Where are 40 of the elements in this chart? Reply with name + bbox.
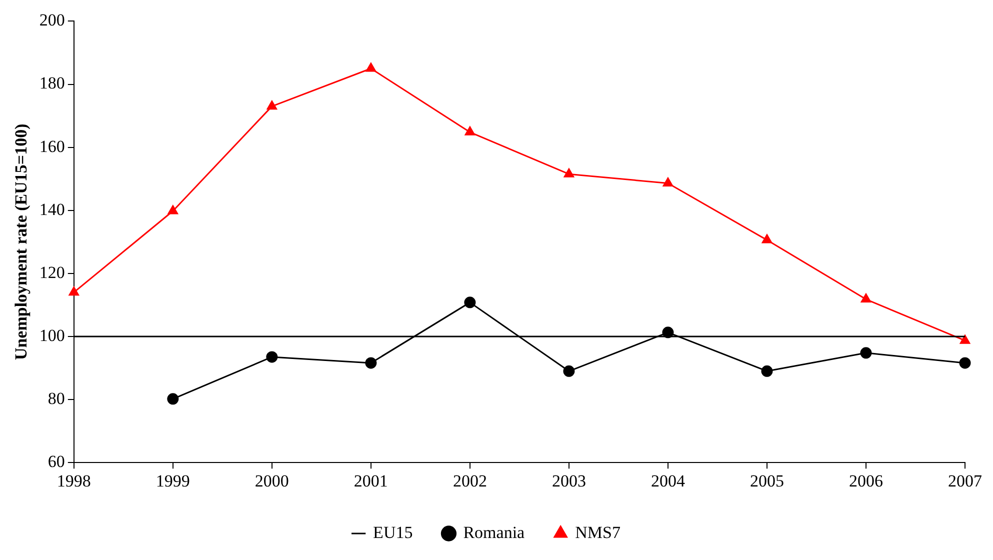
point <box>563 365 575 377</box>
point <box>68 286 79 296</box>
point <box>464 296 476 308</box>
x-tick-label: 2004 <box>650 471 686 490</box>
x-tick-label: 2003 <box>552 471 586 490</box>
x-tick-label: 1999 <box>156 471 190 490</box>
y-tick-label: 180 <box>39 74 65 93</box>
y-tick-label: 100 <box>39 326 65 345</box>
y-tick-label: 80 <box>48 389 65 408</box>
point <box>464 126 476 136</box>
point <box>761 365 773 377</box>
legend-label: EU15 <box>373 522 413 542</box>
x-tick-label: 2000 <box>254 471 289 490</box>
y-tick-label: 60 <box>48 452 65 472</box>
point <box>167 393 179 405</box>
x-tick-label: 2001 <box>354 471 388 490</box>
point <box>762 234 772 244</box>
point <box>959 357 971 369</box>
x-tick-label: 2006 <box>848 471 883 490</box>
legend-label: Romania <box>463 522 526 542</box>
point <box>564 168 574 178</box>
y-axis-title: Unemployment rate (EU15=100) <box>12 124 31 360</box>
y-tick-label: 200 <box>39 10 65 30</box>
y-tick-label: 140 <box>39 200 65 219</box>
point <box>860 294 872 303</box>
point <box>860 347 872 359</box>
x-tick-label: 2005 <box>750 471 784 490</box>
x-tick-label: 2002 <box>452 471 487 490</box>
point <box>662 178 674 187</box>
point <box>266 351 278 363</box>
point <box>266 100 278 110</box>
x-tick-label: 1998 <box>56 471 91 490</box>
legend-label: NMS7 <box>575 522 621 542</box>
point <box>365 357 377 369</box>
y-tick-label: 160 <box>39 136 65 156</box>
point <box>366 62 376 72</box>
x-tick-label: 2007 <box>948 471 982 490</box>
point <box>168 205 178 214</box>
point <box>960 334 970 344</box>
y-tick-label: 120 <box>39 262 65 282</box>
